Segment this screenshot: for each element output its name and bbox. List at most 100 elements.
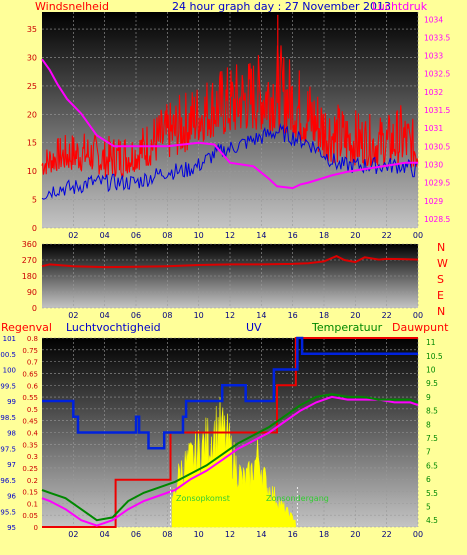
wind-xtick-04: 04 [100, 231, 110, 240]
chart-title: 24 hour graph day : 27 November 2013 [172, 0, 392, 13]
rain-tick-0.55: 0.55 [22, 394, 38, 402]
wind-xtick-10: 10 [194, 231, 204, 240]
rain-tick-0: 0 [34, 524, 38, 532]
rain-tick-0.4: 0.4 [27, 430, 39, 438]
wind-xtick-00: 00 [413, 231, 423, 240]
direction-xtick-00: 00 [413, 311, 423, 320]
rain-tick-0.65: 0.65 [22, 370, 38, 378]
wind-tick-5: 5 [32, 196, 37, 205]
rain-tick-0.25: 0.25 [22, 465, 38, 473]
rain-line [42, 337, 418, 528]
direction-xtick-12: 12 [225, 311, 235, 320]
rain-tick-0.45: 0.45 [22, 418, 38, 426]
uv-legend-label: UV [246, 321, 262, 334]
pressure-tick-1031: 1031 [424, 124, 443, 133]
direction-xtick-10: 10 [194, 311, 204, 320]
wind-gust-line [41, 45, 419, 178]
temperature-tick-4.5: 4.5 [426, 516, 438, 525]
combo-xtick-12: 12 [225, 530, 235, 539]
pressure-tick-1030: 1030 [424, 160, 443, 169]
combo-xtick-20: 20 [350, 530, 360, 539]
wind-xtick-14: 14 [256, 231, 266, 240]
combo-xtick-10: 10 [194, 530, 204, 539]
humidity-tick-101: 101 [3, 335, 16, 343]
combo-xtick-08: 08 [162, 530, 172, 539]
humidity-tick-95.5: 95.5 [0, 508, 16, 516]
combo-xtick-16: 16 [288, 530, 298, 539]
wind-average-line [41, 123, 418, 200]
pressure-tick-1030.5: 1030.5 [424, 142, 450, 151]
combo-xtick-00: 00 [413, 530, 423, 539]
pressure-tick-1033: 1033 [424, 52, 443, 61]
direction-label-w: W [437, 257, 448, 270]
rain-tick-0.3: 0.3 [27, 453, 38, 461]
pressure-tick-1028.5: 1028.5 [424, 215, 450, 224]
humidity-tick-100.5: 100.5 [0, 351, 16, 359]
wind-tick-25: 25 [27, 82, 37, 91]
rain-tick-0.5: 0.5 [27, 406, 38, 414]
temperature-tick-9.5: 9.5 [426, 379, 438, 388]
rain-tick-0.05: 0.05 [22, 512, 38, 520]
dewpoint-legend-label: Dauwpunt [392, 321, 449, 334]
wind-xtick-18: 18 [319, 231, 329, 240]
pressure-line [41, 58, 418, 190]
wind-xtick-08: 08 [162, 231, 172, 240]
rain-tick-0.7: 0.7 [27, 359, 38, 367]
humidity-line [42, 336, 418, 450]
humidity-tick-100: 100 [3, 367, 16, 375]
direction-tick-90: 90 [27, 288, 37, 297]
wind-xtick-16: 16 [288, 231, 298, 240]
pressure-tick-1029.5: 1029.5 [424, 179, 450, 188]
direction-xtick-20: 20 [350, 311, 360, 320]
rain-axis-title: Regenval [1, 321, 52, 334]
combo-xtick-22: 22 [382, 530, 392, 539]
uv-area [171, 397, 297, 528]
humidity-tick-97.5: 97.5 [0, 445, 16, 453]
sunrise-annotation: Zonsopkomst [176, 494, 230, 503]
direction-xtick-22: 22 [382, 311, 392, 320]
temperature-axis-title: Temperatuur [312, 321, 383, 334]
pressure-tick-1033.5: 1033.5 [424, 33, 450, 42]
humidity-tick-96: 96 [7, 493, 16, 501]
wind-direction-line [41, 255, 419, 269]
direction-tick-360: 360 [22, 240, 37, 249]
direction-tick-270: 270 [22, 256, 37, 265]
wind-tick-15: 15 [27, 139, 37, 148]
direction-xtick-04: 04 [100, 311, 110, 320]
temperature-tick-6.5: 6.5 [426, 461, 438, 470]
pressure-tick-1032.5: 1032.5 [424, 70, 450, 79]
humidity-tick-96.5: 96.5 [0, 477, 16, 485]
humidity-tick-95: 95 [7, 524, 16, 532]
wind-xtick-02: 02 [68, 231, 78, 240]
wind-tick-30: 30 [27, 53, 37, 62]
temperature-tick-9: 9 [426, 393, 431, 402]
temperature-tick-7: 7 [426, 448, 431, 457]
wind-tick-35: 35 [27, 25, 37, 34]
rain-tick-0.8: 0.8 [27, 335, 38, 343]
humidity-tick-99.5: 99.5 [0, 382, 16, 390]
humidity-tick-98.5: 98.5 [0, 414, 16, 422]
combo-xtick-18: 18 [319, 530, 329, 539]
temperature-tick-10.5: 10.5 [426, 352, 443, 361]
sunset-annotation: Zonsondergang [266, 494, 329, 503]
combo-xtick-04: 04 [100, 530, 110, 539]
direction-xtick-18: 18 [319, 311, 329, 320]
temperature-line [41, 393, 419, 522]
wind-tick-20: 20 [27, 110, 37, 119]
direction-xtick-02: 02 [68, 311, 78, 320]
dewpoint-line [41, 395, 419, 527]
humidity-axis-title: Luchtvochtigheid [66, 321, 161, 334]
direction-label-n-top: N [437, 241, 446, 254]
pressure-tick-1031.5: 1031.5 [424, 106, 450, 115]
direction-label-e: E [437, 289, 444, 302]
rain-tick-0.75: 0.75 [22, 347, 38, 355]
direction-label-s: S [437, 273, 444, 286]
temperature-tick-6: 6 [426, 475, 431, 484]
pressure-tick-1034: 1034 [424, 15, 443, 24]
direction-tick-0: 0 [32, 304, 37, 313]
wind-xtick-20: 20 [350, 231, 360, 240]
humidity-tick-98: 98 [7, 430, 16, 438]
temperature-tick-5.5: 5.5 [426, 489, 438, 498]
direction-xtick-14: 14 [256, 311, 266, 320]
